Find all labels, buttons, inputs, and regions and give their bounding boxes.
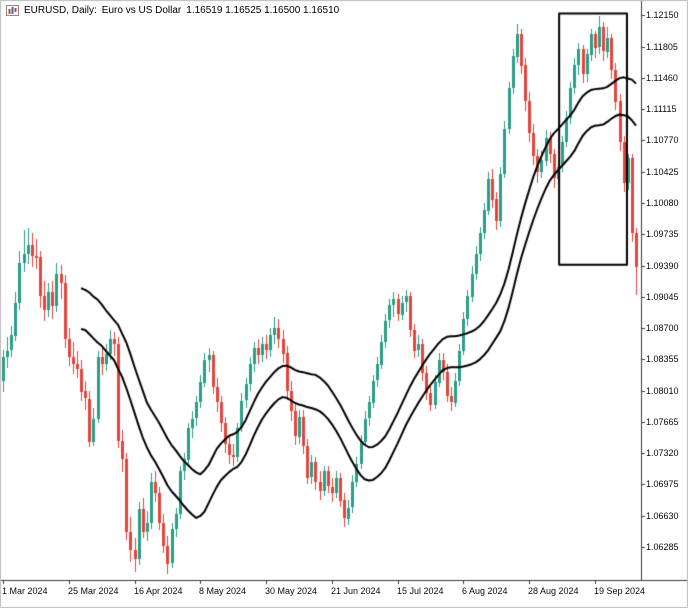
price-axis-label: 1.09045: [646, 292, 679, 302]
price-axis-label: 1.09735: [646, 229, 679, 239]
price-axis-label: 1.08700: [646, 323, 679, 333]
price-axis-label: 1.08010: [646, 386, 679, 396]
price-axis-label: 1.12150: [646, 10, 679, 20]
time-axis-label: 15 Jul 2024: [397, 586, 444, 596]
time-axis-label: 25 Mar 2024: [68, 586, 119, 596]
price-axis-label: 1.11460: [646, 73, 678, 83]
price-axis-label: 1.08355: [646, 354, 679, 364]
price-axis-label: 1.06630: [646, 511, 679, 521]
time-axis-label: 6 Aug 2024: [462, 586, 508, 596]
symbol-description-label: Euro vs US Dollar: [101, 5, 182, 16]
time-axis-label: 21 Jun 2024: [331, 586, 381, 596]
price-axis-label: 1.11805: [646, 42, 678, 52]
price-axis-label: 1.06285: [646, 542, 679, 552]
time-axis-label: 30 May 2024: [265, 586, 318, 596]
price-axis-label: 1.10770: [646, 135, 679, 145]
price-axis-label: 1.10080: [646, 198, 679, 208]
ohlc-quotes-label: 1.16519 1.16525 1.16500 1.16510: [186, 5, 340, 16]
price-axis-label: 1.07665: [646, 417, 679, 427]
price-axis-label: 1.09390: [646, 261, 679, 271]
time-axis-label: 8 May 2024: [199, 586, 247, 596]
price-axis-label: 1.11115: [646, 104, 677, 114]
time-axis-label: 28 Aug 2024: [528, 586, 579, 596]
chart-title-bar: EURUSD, Daily: Euro vs US Dollar 1.16519…: [6, 5, 344, 16]
symbol-period-label: EURUSD, Daily:: [24, 5, 97, 16]
price-axis-label: 1.07320: [646, 448, 679, 458]
time-axis-label: 16 Apr 2024: [134, 586, 183, 596]
chart-icon: [6, 5, 19, 16]
time-axis-label: 19 Sep 2024: [594, 586, 646, 596]
time-axis-label: 1 Mar 2024: [2, 586, 48, 596]
price-axis-label: 1.06975: [646, 479, 679, 489]
price-axis-label: 1.10425: [646, 167, 679, 177]
